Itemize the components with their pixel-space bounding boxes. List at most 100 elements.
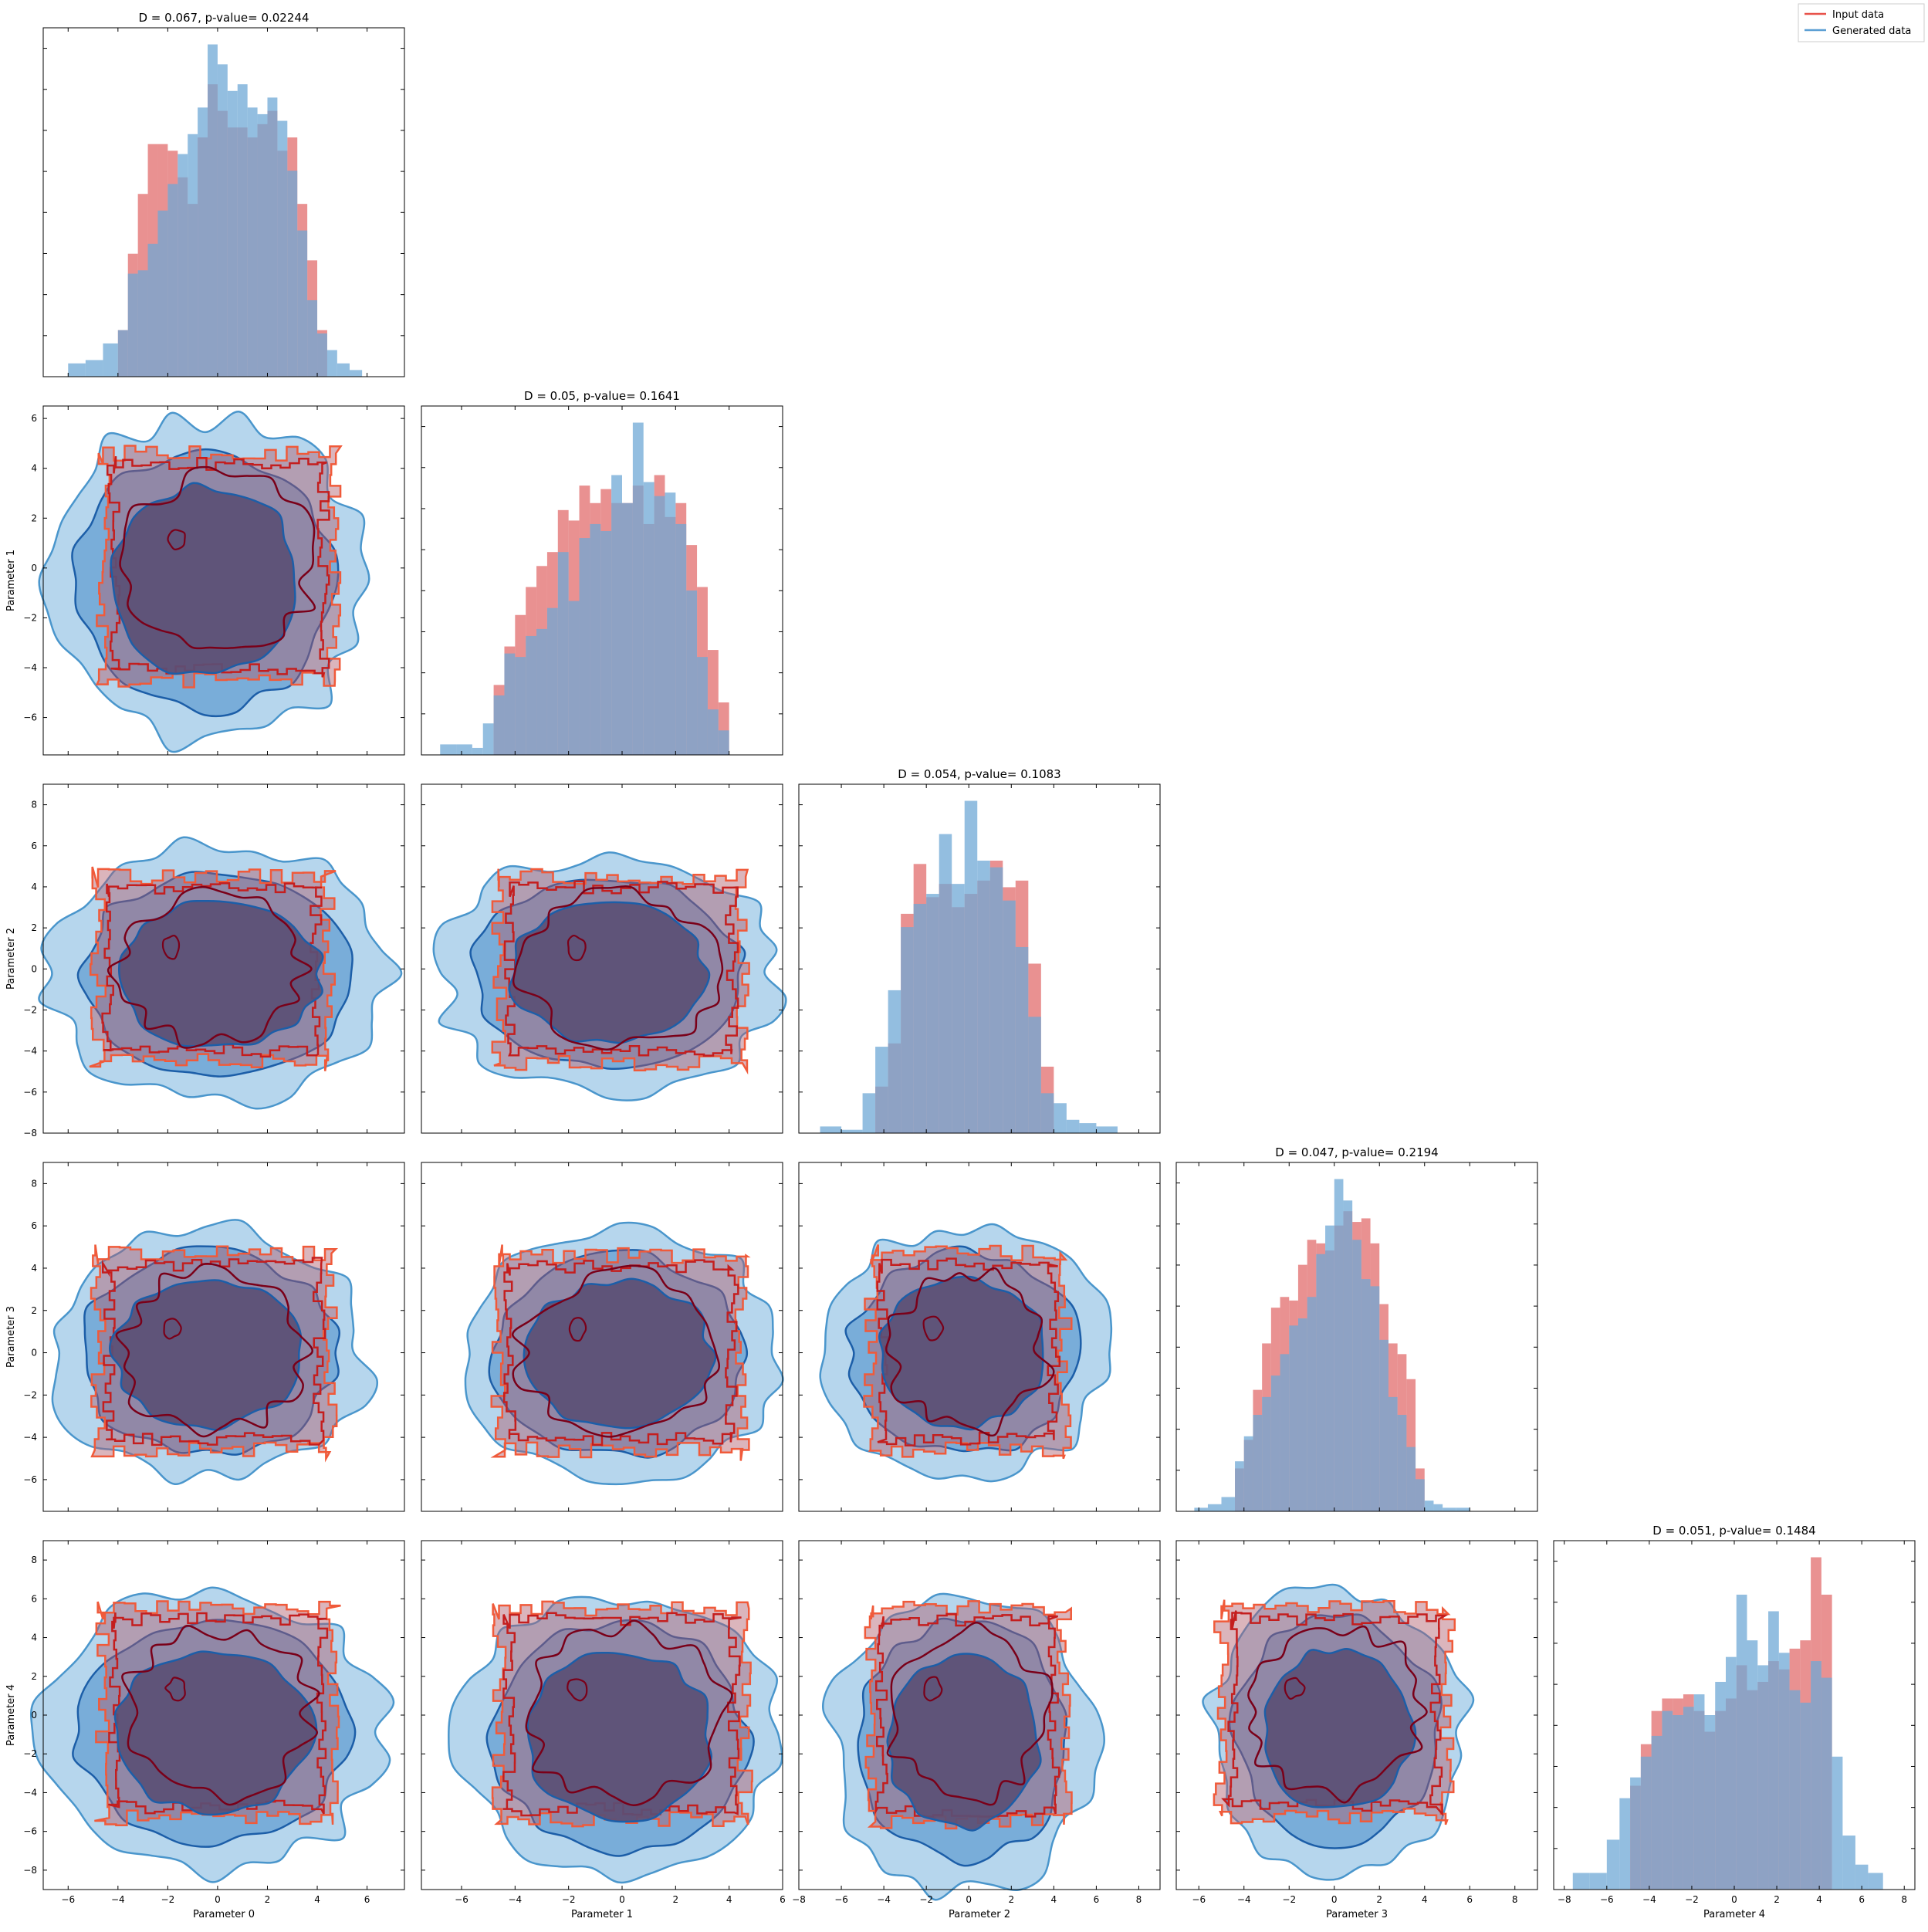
generated-hist-bar — [208, 44, 218, 377]
contour-1-0-ytick-label: 0 — [31, 563, 37, 574]
x-axis-label-4: Parameter 4 — [1703, 1909, 1765, 1920]
generated-hist-bar — [337, 363, 350, 377]
generated-hist-bar — [117, 330, 128, 377]
generated-hist-bar — [198, 107, 208, 377]
generated-hist-bar — [1747, 1640, 1758, 1890]
generated-hist-bar — [1832, 1756, 1843, 1890]
contour-4-3-xtick-label: 8 — [1512, 1894, 1518, 1905]
generated-hist-bar — [697, 657, 708, 755]
generated-contour-inner — [1263, 1648, 1417, 1809]
contour-4-1-xtick-label: 4 — [726, 1894, 732, 1905]
contour-2-0-ytick-label: 0 — [31, 963, 37, 974]
contour-3-2-frame — [798, 1162, 1161, 1512]
generated-hist-bar — [1003, 900, 1016, 1133]
generated-hist-bar — [1096, 1126, 1118, 1133]
contour-3-0-ytick-label: 6 — [31, 1220, 37, 1231]
generated-hist-bar — [1262, 1396, 1271, 1511]
generated-hist-bar — [600, 530, 612, 755]
histogram-panel-0 — [68, 44, 363, 377]
contour-4-3-xtick-label: 6 — [1466, 1894, 1473, 1905]
generated-hist-bar — [926, 894, 939, 1133]
hist-2-frame — [798, 783, 1161, 1134]
input-contour-island — [164, 1677, 186, 1702]
input-contour-inner — [512, 885, 724, 1051]
generated-hist-bar — [643, 482, 655, 755]
hist-4-xtick-label: 4 — [1816, 1894, 1822, 1905]
generated-hist-bar — [875, 1047, 888, 1133]
generated-hist-bar — [482, 723, 494, 755]
contour-4-0-xtick-label: 0 — [215, 1894, 221, 1905]
generated-hist-bar — [349, 370, 363, 377]
histogram-panel-3 — [1194, 1179, 1470, 1511]
contour-4-0-ytick-label: 2 — [31, 1671, 37, 1682]
contour-panel-2-1 — [432, 851, 787, 1101]
contour-4-0-xtick-label: 6 — [364, 1894, 370, 1905]
contour-2-1-frame — [421, 783, 783, 1134]
generated-hist-bar — [611, 475, 622, 755]
generated-hist-bar — [536, 628, 547, 755]
generated-hist-bar — [1768, 1611, 1779, 1890]
generated-hist-bar — [178, 154, 188, 377]
generated-hist-bar — [1757, 1665, 1769, 1890]
generated-hist-bar — [1243, 1436, 1253, 1511]
generated-hist-bar — [1640, 1756, 1652, 1890]
generated-hist-bar — [1704, 1715, 1716, 1890]
hist-3-frame — [1175, 1162, 1538, 1512]
contour-3-1-frame — [421, 1162, 783, 1512]
generated-hist-bar — [1416, 1479, 1425, 1511]
generated-hist-bar — [1651, 1735, 1662, 1890]
generated-hist-bar — [1325, 1225, 1334, 1511]
generated-hist-bar — [137, 270, 148, 377]
input-contour-island — [922, 1315, 945, 1342]
contour-2-0-ytick-label: 2 — [31, 922, 37, 933]
input-contour-inner — [115, 1263, 313, 1438]
contour-4-0-ytick-label: −6 — [23, 1826, 37, 1837]
contour-2-0-ytick-label: −2 — [23, 1004, 37, 1015]
generated-hist-bar — [1397, 1415, 1407, 1511]
generated-hist-bar — [1433, 1504, 1443, 1511]
generated-hist-bar — [1388, 1396, 1398, 1511]
hist-4-xtick-label: 8 — [1901, 1894, 1907, 1905]
input-contour-middle — [101, 882, 323, 1058]
contour-panel-4-2 — [821, 1592, 1105, 1901]
generated-contour-inner — [108, 1279, 303, 1431]
contour-4-1-xtick-label: −4 — [508, 1894, 522, 1905]
generated-hist-bar — [1800, 1702, 1811, 1890]
contour-4-2-xtick-label: 4 — [1051, 1894, 1057, 1905]
y-axis-label-1: Parameter 1 — [5, 550, 17, 611]
input-contour-middle — [503, 880, 739, 1057]
generated-hist-bar — [1280, 1354, 1290, 1511]
contour-1-0-ytick-label: 4 — [31, 463, 37, 474]
contour-4-2-xtick-label: −2 — [919, 1894, 933, 1905]
generated-hist-bar — [1297, 1318, 1307, 1511]
contour-panel-4-1 — [448, 1595, 783, 1884]
generated-contour-inner — [113, 1650, 318, 1816]
generated-hist-bar — [654, 496, 665, 755]
generated-hist-bar — [217, 64, 228, 377]
x-axis-label-3: Parameter 3 — [1326, 1909, 1388, 1920]
generated-hist-bar — [1207, 1504, 1222, 1511]
contour-4-3-xtick-label: 0 — [1331, 1894, 1338, 1905]
generated-hist-bar — [504, 653, 516, 755]
contour-4-2-xtick-label: 2 — [1008, 1894, 1014, 1905]
generated-hist-bar — [820, 1126, 842, 1133]
contour-2-0-ytick-label: 4 — [31, 881, 37, 892]
contour-4-0-xtick-label: −4 — [111, 1894, 125, 1905]
generated-hist-bar — [326, 350, 337, 377]
contour-4-2-xtick-label: 6 — [1094, 1894, 1100, 1905]
generated-hist-bar — [1253, 1415, 1263, 1511]
contour-4-0-ytick-label: 4 — [31, 1633, 37, 1643]
generated-hist-bar — [686, 590, 698, 755]
contour-4-2-xtick-label: 8 — [1136, 1894, 1142, 1905]
generated-hist-bar — [557, 552, 569, 755]
panel-grid: D = 0.067, p-value= 0.02244 D = 0.05, p-v… — [5, 11, 1916, 1920]
generated-hist-bar — [147, 243, 158, 377]
generated-hist-bar — [127, 273, 138, 377]
generated-hist-bar — [1693, 1694, 1705, 1890]
generated-hist-bar — [1821, 1677, 1832, 1890]
generated-hist-bar — [1334, 1179, 1344, 1511]
generated-hist-bar — [267, 97, 278, 377]
input-contour-island — [167, 529, 186, 550]
hist-4-xtick-label: 6 — [1859, 1894, 1865, 1905]
generated-hist-bar — [1725, 1656, 1737, 1890]
